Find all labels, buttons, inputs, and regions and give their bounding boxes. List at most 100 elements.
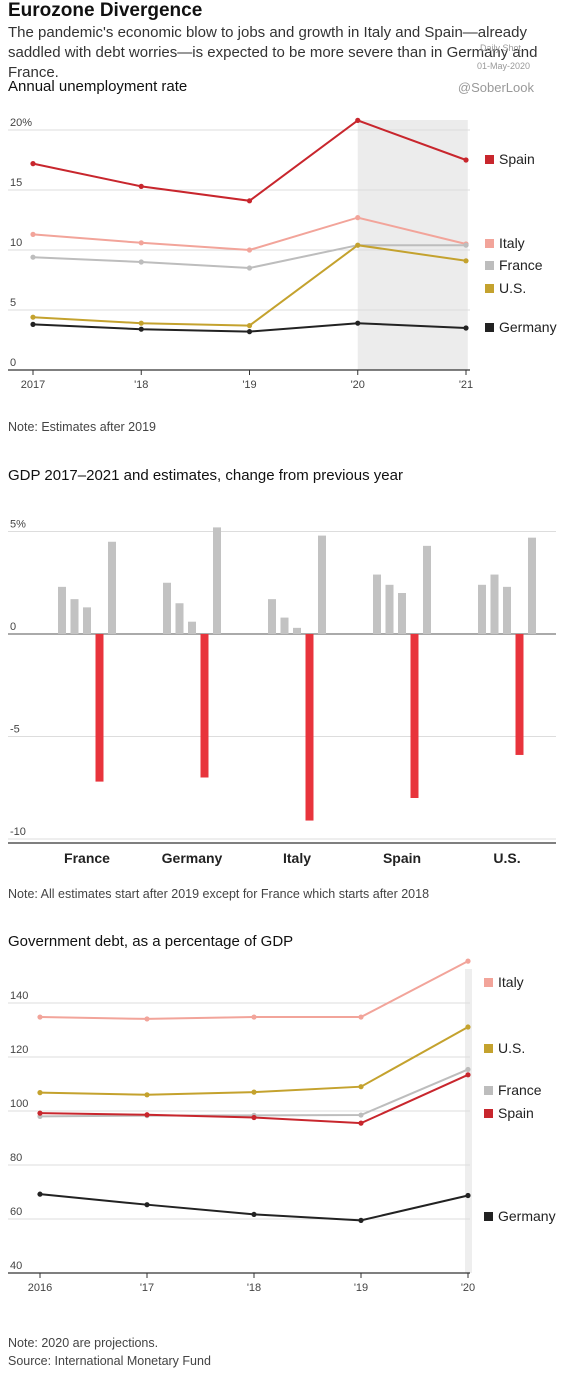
y-tick-label: 140 bbox=[10, 990, 28, 1002]
legend-label-germany: Germany bbox=[499, 319, 557, 335]
data-point-u-s bbox=[465, 1024, 471, 1030]
data-point-italy bbox=[30, 231, 36, 237]
data-point-spain bbox=[30, 161, 36, 167]
legend-swatch-u-s bbox=[484, 1044, 493, 1053]
data-point-u-s bbox=[138, 320, 144, 326]
bar-spain bbox=[373, 574, 381, 634]
data-point-u-s bbox=[30, 314, 36, 320]
legend-label-france: France bbox=[499, 257, 543, 273]
debt-note: Note: 2020 are projections. bbox=[8, 1336, 159, 1350]
bar-spain bbox=[385, 584, 394, 634]
data-point-italy bbox=[246, 247, 253, 253]
data-point-germany bbox=[138, 326, 144, 332]
data-point-germany bbox=[144, 1202, 150, 1208]
data-point-germany bbox=[465, 1192, 471, 1199]
y-tick-label: 0 bbox=[10, 621, 16, 633]
y-tick-label: 40 bbox=[10, 1260, 22, 1272]
bar-germany bbox=[188, 621, 196, 634]
data-point-spain bbox=[138, 183, 144, 189]
data-point-u-s bbox=[246, 323, 253, 329]
data-point-france bbox=[30, 254, 36, 260]
data-point-u-s bbox=[358, 1084, 364, 1090]
legend-label-u-s: U.S. bbox=[499, 280, 526, 296]
legend-swatch-france bbox=[485, 261, 494, 270]
legend-swatch-france bbox=[484, 1086, 493, 1095]
data-point-u-s bbox=[355, 242, 361, 248]
data-point-spain bbox=[463, 157, 469, 163]
debt-chart-title: Government debt, as a percentage of GDP bbox=[8, 933, 294, 950]
data-point-italy bbox=[465, 958, 471, 964]
legend-label-spain: Spain bbox=[499, 151, 535, 167]
bar-germany bbox=[163, 582, 171, 634]
x-tick-label: '17 bbox=[140, 1282, 154, 1294]
gdp-chart: 5% 0 -5 -10 France Germany Italy Spain U.S. bbox=[8, 519, 556, 866]
series-line-italy bbox=[39, 960, 469, 1020]
legend-swatch-italy bbox=[484, 978, 493, 987]
bar-germany bbox=[213, 527, 221, 634]
bar-italy bbox=[268, 599, 276, 634]
y-tick-label: 20% bbox=[10, 117, 32, 129]
legend-swatch-u-s bbox=[485, 284, 494, 293]
page-title: Eurozone Divergence bbox=[8, 0, 203, 21]
y-tick-label: 60 bbox=[10, 1206, 22, 1218]
data-point-spain bbox=[246, 198, 253, 204]
data-point-germany bbox=[463, 325, 469, 331]
y-tick-label: 0 bbox=[10, 357, 16, 369]
legend-swatch-germany bbox=[484, 1212, 493, 1221]
x-tick-label: '20 bbox=[461, 1282, 475, 1294]
series-line-u-s bbox=[39, 1026, 469, 1096]
bar-italy bbox=[305, 634, 314, 821]
legend-swatch-spain bbox=[485, 155, 494, 164]
gdp-note: Note: All estimates start after 2019 exc… bbox=[8, 887, 430, 901]
bar-u-s bbox=[478, 584, 486, 634]
category-label-germany: Germany bbox=[162, 850, 223, 866]
legend-label-italy: Italy bbox=[498, 974, 524, 990]
data-point-france bbox=[463, 242, 469, 248]
data-point-italy bbox=[144, 1016, 150, 1022]
bar-u-s bbox=[528, 537, 536, 634]
x-tick-label: '18 bbox=[134, 379, 148, 391]
bar-italy bbox=[293, 627, 301, 634]
x-tick-label: 2016 bbox=[28, 1282, 52, 1294]
y-tick-label: 5% bbox=[10, 519, 26, 531]
data-point-germany bbox=[251, 1211, 257, 1218]
data-point-spain bbox=[37, 1110, 43, 1116]
category-label-france: France bbox=[64, 850, 110, 866]
y-tick-label: -10 bbox=[10, 826, 26, 838]
debt-source: Source: International Monetary Fund bbox=[8, 1354, 211, 1368]
legend-label-spain: Spain bbox=[498, 1105, 534, 1121]
bar-spain bbox=[423, 545, 431, 634]
data-point-germany bbox=[37, 1191, 43, 1197]
legend-swatch-spain bbox=[484, 1109, 493, 1118]
bar-germany bbox=[200, 634, 209, 778]
unemployment-note: Note: Estimates after 2019 bbox=[8, 420, 156, 434]
data-point-france bbox=[358, 1112, 364, 1118]
y-tick-label: 15 bbox=[10, 177, 22, 189]
legend-swatch-italy bbox=[485, 239, 494, 248]
y-tick-label: 120 bbox=[10, 1044, 28, 1056]
data-point-france bbox=[138, 259, 144, 265]
bar-france bbox=[83, 607, 91, 634]
credit-handle: @SoberLook bbox=[457, 80, 534, 95]
x-tick-label: '20 bbox=[351, 379, 365, 391]
data-point-france bbox=[465, 1066, 471, 1073]
unemployment-chart-title: Annual unemployment rate bbox=[8, 78, 188, 95]
data-point-spain bbox=[144, 1112, 150, 1118]
bar-germany bbox=[175, 603, 184, 634]
bar-france bbox=[58, 586, 66, 634]
y-tick-label: 80 bbox=[10, 1152, 22, 1164]
x-tick-label: '21 bbox=[459, 379, 473, 391]
y-tick-label: 5 bbox=[10, 297, 16, 309]
data-point-u-s bbox=[37, 1090, 43, 1096]
data-point-germany bbox=[355, 320, 361, 326]
data-point-u-s bbox=[463, 258, 469, 264]
category-label-spain: Spain bbox=[383, 850, 421, 866]
data-point-italy bbox=[138, 240, 144, 246]
legend-label-france: France bbox=[498, 1082, 542, 1098]
x-tick-label: '19 bbox=[242, 379, 256, 391]
category-label-italy: Italy bbox=[283, 850, 311, 866]
data-point-germany bbox=[358, 1217, 364, 1223]
bar-italy bbox=[280, 617, 289, 634]
data-point-spain bbox=[355, 117, 361, 123]
data-point-germany bbox=[246, 329, 253, 335]
